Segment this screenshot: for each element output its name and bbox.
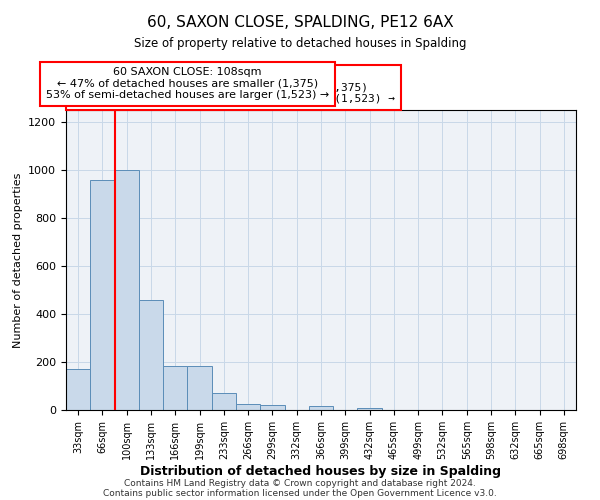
Bar xyxy=(66,369,90,410)
Bar xyxy=(358,408,382,410)
Text: Contains public sector information licensed under the Open Government Licence v3: Contains public sector information licen… xyxy=(103,488,497,498)
Bar xyxy=(187,366,212,410)
Bar xyxy=(90,180,115,410)
Bar xyxy=(212,393,236,410)
Bar xyxy=(139,300,163,410)
Text: 60, SAXON CLOSE, SPALDING, PE12 6AX: 60, SAXON CLOSE, SPALDING, PE12 6AX xyxy=(146,15,454,30)
Bar xyxy=(260,405,284,410)
Text: Size of property relative to detached houses in Spalding: Size of property relative to detached ho… xyxy=(134,38,466,51)
Bar xyxy=(236,404,260,410)
Bar xyxy=(163,366,187,410)
Bar xyxy=(115,170,139,410)
Text: 60 SAXON CLOSE: 108sqm
← 47% of detached houses are smaller (1,375)
53% of semi-: 60 SAXON CLOSE: 108sqm ← 47% of detached… xyxy=(46,67,329,100)
Text: 60 SAXON CLOSE: 108sqm
← 47% of detached houses are smaller (1,375)
53% of semi-: 60 SAXON CLOSE: 108sqm ← 47% of detached… xyxy=(71,71,395,104)
Y-axis label: Number of detached properties: Number of detached properties xyxy=(13,172,23,348)
Text: Contains HM Land Registry data © Crown copyright and database right 2024.: Contains HM Land Registry data © Crown c… xyxy=(124,478,476,488)
Bar xyxy=(309,406,333,410)
X-axis label: Distribution of detached houses by size in Spalding: Distribution of detached houses by size … xyxy=(140,464,502,477)
